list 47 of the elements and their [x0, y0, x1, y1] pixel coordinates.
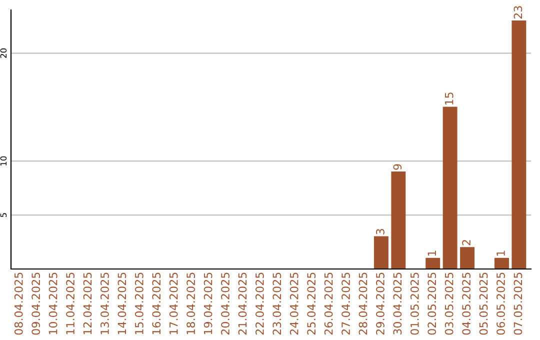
data-label: 2: [462, 240, 470, 246]
x-tick-label: 14.04.2025: [118, 272, 126, 334]
x-tick-label: 11.04.2025: [66, 272, 74, 334]
x-tick-label: 07.05.2025: [514, 272, 522, 335]
x-tick-label: 18.04.2025: [186, 272, 196, 334]
data-label: 9: [393, 164, 402, 170]
x-tick-label: 27.04.2025: [342, 272, 350, 335]
x-tick-label: 13.04.2025: [100, 272, 109, 334]
x-tick-label: 19.04.2025: [204, 272, 212, 334]
x-tick-label: 08.04.2025: [14, 272, 23, 335]
bar: [442, 106, 458, 269]
x-tick-label: 28.04.2025: [358, 272, 368, 335]
bar: [460, 247, 475, 269]
x-tick-label: 29.04.2025: [376, 272, 384, 335]
x-tick-label: 09.04.2025: [32, 272, 40, 335]
x-tick-label: 02.05.2025: [428, 272, 436, 335]
x-tick-label: 03.05.2025: [444, 272, 454, 335]
x-tick-label: 15.04.2025: [134, 272, 144, 334]
bar: [374, 236, 388, 269]
data-label: 1: [496, 250, 505, 256]
x-tick-label: 06.05.2025: [496, 272, 505, 335]
x-tick-label: 24.04.2025: [290, 272, 298, 335]
x-tick-label: 16.04.2025: [152, 272, 161, 334]
x-tick-label: 10.04.2025: [48, 272, 58, 334]
bar: [426, 258, 440, 269]
data-label: 3: [376, 229, 384, 234]
data-label: 15: [445, 92, 454, 105]
x-tick-label: 30.04.2025: [393, 272, 402, 335]
bar: [391, 172, 406, 269]
bar: [512, 20, 526, 269]
x-tick-label: 01.05.2025: [410, 272, 419, 335]
y-tick-label: 5: [0, 213, 7, 218]
x-tick-label: 23.04.2025: [272, 272, 282, 335]
x-tick-label: 12.04.2025: [83, 272, 92, 334]
y-tick-label: 10: [0, 156, 7, 166]
bar: [494, 258, 509, 269]
x-tick-label: 22.04.2025: [255, 272, 264, 335]
x-tick-label: 26.04.2025: [324, 272, 333, 335]
x-tick-label: 25.04.2025: [307, 272, 316, 335]
x-tick-label: 04.05.2025: [462, 272, 471, 335]
y-tick-label: 20: [0, 48, 7, 58]
x-tick-label: 05.05.2025: [479, 272, 488, 335]
data-label: 23: [514, 6, 522, 19]
data-label: 1: [428, 250, 436, 256]
x-tick-label: 21.04.2025: [238, 272, 247, 335]
x-tick-label: 20.04.2025: [221, 272, 230, 335]
x-tick-label: 17.04.2025: [169, 272, 178, 334]
